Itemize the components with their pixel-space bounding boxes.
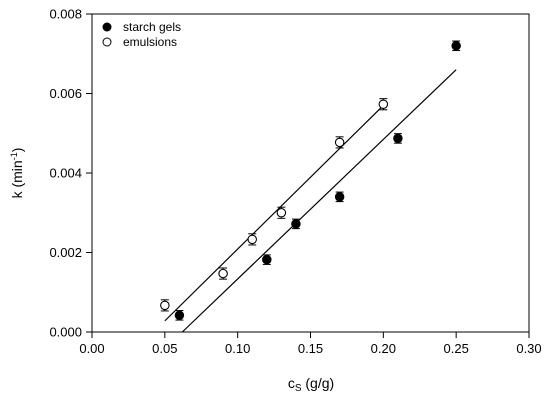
legend-marker-starch-gels <box>102 22 112 32</box>
x-axis: 0.00 0.05 0.10 0.15 0.20 0.25 0.30 <box>79 332 542 356</box>
x-axis-title: cS (g/g) <box>288 375 334 394</box>
y-tick-label: 0.008 <box>49 7 82 22</box>
data-point-starch-gels <box>291 219 301 229</box>
y-axis-title: k (min-1) <box>9 148 25 199</box>
error-bars <box>160 40 461 321</box>
data-point-emulsions <box>378 99 389 109</box>
data-point-starch-gels <box>451 41 461 51</box>
fit-line-emulsions <box>164 104 384 322</box>
regression-lines <box>164 69 457 333</box>
y-tick-label: 0.000 <box>49 325 82 340</box>
legend-label-emulsions: emulsions <box>123 35 177 49</box>
legend-marker-emulsions <box>102 37 112 47</box>
x-tick-label: 0.05 <box>152 341 177 356</box>
data-point-emulsions <box>218 268 228 279</box>
x-tick-label: 0.10 <box>225 341 250 356</box>
data-point-starch-gels <box>334 192 345 202</box>
x-tick-label: 0.25 <box>444 341 469 356</box>
y-tick-label: 0.002 <box>49 245 82 260</box>
y-axis: 0.000 0.002 0.004 0.006 0.008 <box>49 7 92 340</box>
plot-frame <box>91 13 530 333</box>
data-points <box>160 41 461 321</box>
y-tick-label: 0.006 <box>49 86 82 101</box>
data-point-starch-gels <box>262 254 272 265</box>
x-tick-label: 0.20 <box>371 341 396 356</box>
data-point-emulsions <box>276 208 287 218</box>
data-point-emulsions <box>160 300 170 311</box>
legend: starch gels emulsions <box>102 20 181 49</box>
data-point-emulsions <box>247 234 257 245</box>
data-point-starch-gels <box>174 310 185 321</box>
x-tick-label: 0.00 <box>79 341 104 356</box>
legend-label-starch-gels: starch gels <box>123 20 181 34</box>
data-point-emulsions <box>334 137 345 148</box>
x-tick-label: 0.30 <box>516 341 541 356</box>
y-tick-label: 0.004 <box>49 166 82 181</box>
fit-line-starch-gels <box>181 69 457 333</box>
data-point-starch-gels <box>393 133 403 144</box>
x-tick-label: 0.15 <box>298 341 323 356</box>
